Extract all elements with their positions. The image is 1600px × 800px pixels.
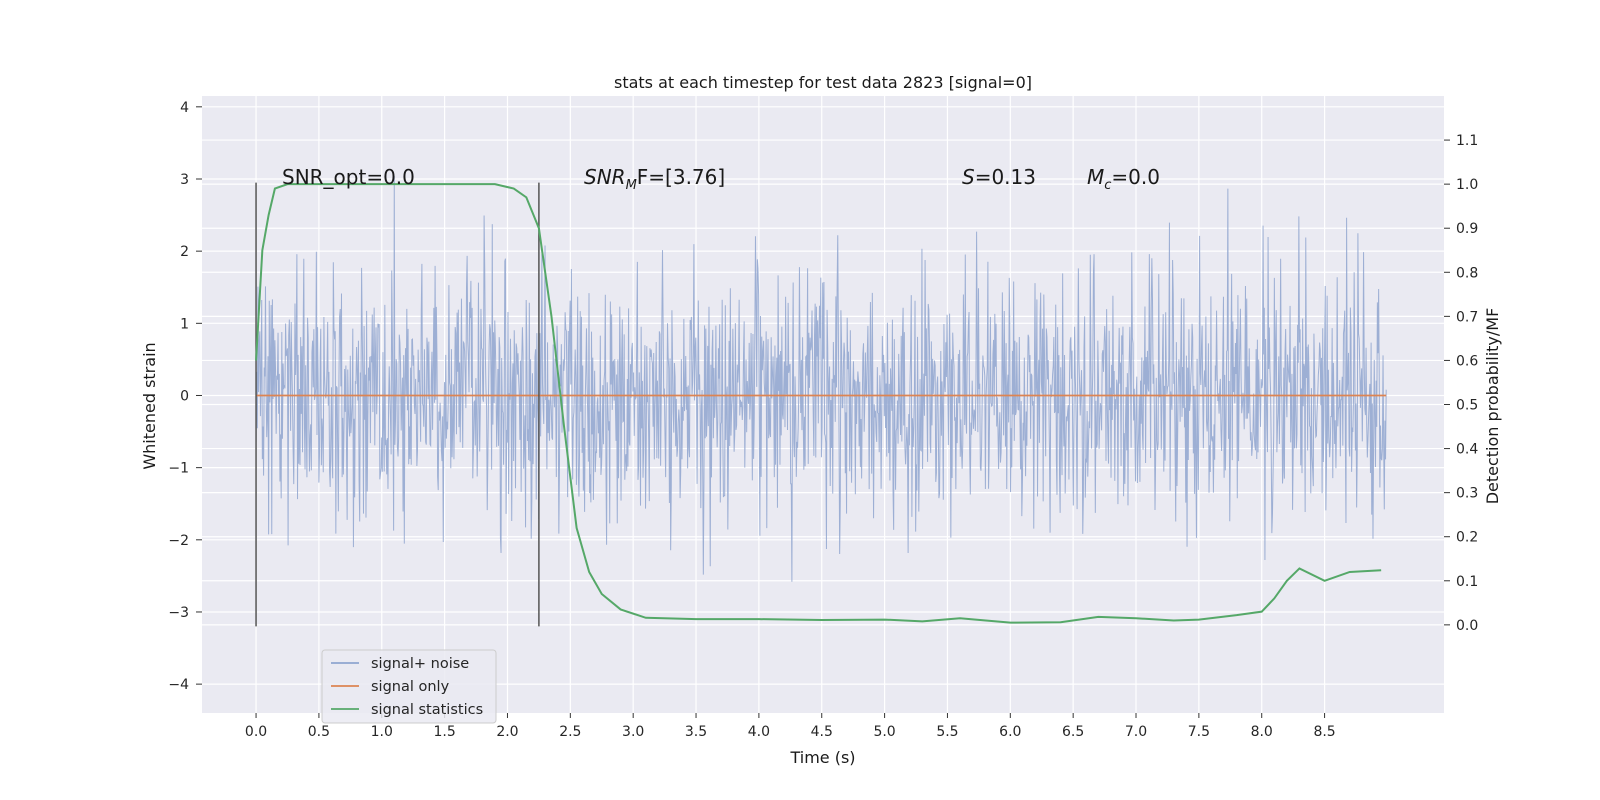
y-left-tick-label: 1 xyxy=(180,316,189,332)
x-tick-label: 3.5 xyxy=(685,724,707,740)
x-tick-label: 7.5 xyxy=(1188,724,1210,740)
x-tick-label: 0.0 xyxy=(245,724,267,740)
x-tick-label: 2.5 xyxy=(559,724,581,740)
s-var: S xyxy=(962,165,975,189)
x-tick-label: 6.5 xyxy=(1062,724,1084,740)
y-right-axis-label: Detection probability/MF xyxy=(1483,308,1502,505)
x-tick-label: 4.5 xyxy=(811,724,833,740)
mc-val: =0.0 xyxy=(1111,165,1160,189)
x-tick-label: 5.0 xyxy=(873,724,895,740)
legend-label-noise: signal+ noise xyxy=(371,656,469,672)
x-ticks: 0.0 0.5 1.0 1.5 2.0 2.5 3.0 3.5 4.0 4.5 5.0 5.5 6.0 6… xyxy=(245,713,1336,740)
signal-statistics-line xyxy=(255,183,1382,624)
annotation-snr-opt: SNR_opt=0.0 xyxy=(282,165,415,189)
x-tick-label: 8.0 xyxy=(1251,724,1273,740)
y-right-tick-label: 0.9 xyxy=(1456,221,1478,237)
s-val: =0.13 xyxy=(975,165,1036,189)
y-right-tick-label: 0.2 xyxy=(1456,530,1478,546)
x-tick-label: 8.5 xyxy=(1313,724,1335,740)
x-tick-label: 1.5 xyxy=(433,724,455,740)
x-tick-label: 5.5 xyxy=(936,724,958,740)
x-tick-label: 4.0 xyxy=(748,724,770,740)
y-right-tick-label: 0.4 xyxy=(1456,442,1478,458)
annotation-s: S=0.13 xyxy=(962,165,1036,189)
legend: signal+ noise signal only signal statist… xyxy=(321,649,497,724)
legend-label-statistics: signal statistics xyxy=(371,702,483,718)
noise-trace xyxy=(255,176,1387,582)
mc-sub: c xyxy=(1104,178,1111,193)
y-left-tick-label: −1 xyxy=(168,461,189,477)
vertical-markers xyxy=(255,182,540,627)
x-tick-label: 6.0 xyxy=(999,724,1021,740)
x-axis-label: Time (s) xyxy=(789,748,855,767)
x-tick-label: 3.0 xyxy=(622,724,644,740)
legend-label-signal: signal only xyxy=(371,679,450,695)
y-right-tick-label: 1.0 xyxy=(1456,177,1478,193)
y-left-tick-label: 4 xyxy=(180,100,189,116)
y-right-tick-label: 0.7 xyxy=(1456,309,1478,325)
y-left-tick-label: 3 xyxy=(180,172,189,188)
y-left-ticks: 4 3 2 1 0 −1 −2 −3 −4 xyxy=(168,100,202,693)
y-right-tick-label: 0.1 xyxy=(1456,574,1478,590)
y-left-tick-label: −4 xyxy=(168,677,189,693)
y-right-tick-label: 0.0 xyxy=(1456,618,1478,634)
y-right-tick-label: 0.3 xyxy=(1456,486,1478,502)
y-right-tick-label: 0.5 xyxy=(1456,398,1478,414)
y-right-tick-label: 0.8 xyxy=(1456,265,1478,281)
y-right-tick-label: 0.6 xyxy=(1456,353,1478,369)
annotation-mc: Mc=0.0 xyxy=(1087,165,1160,193)
x-tick-label: 2.0 xyxy=(496,724,518,740)
mc-var: M xyxy=(1087,165,1104,189)
snr-mf-prefix: SNR xyxy=(584,165,626,189)
chart-title: stats at each timestep for test data 282… xyxy=(614,73,1032,92)
x-tick-label: 7.0 xyxy=(1125,724,1147,740)
x-tick-label: 1.0 xyxy=(371,724,393,740)
y-right-ticks: 1.1 1.0 0.9 0.8 0.7 0.6 0.5 0.4 0.3 0.2 0.1 0.0 xyxy=(1444,133,1478,634)
y-left-tick-label: −2 xyxy=(168,533,189,549)
legend-box xyxy=(321,649,497,724)
y-left-tick-label: 2 xyxy=(180,244,189,260)
y-right-tick-label: 1.1 xyxy=(1456,133,1478,149)
snr-mf-sub: M xyxy=(626,178,637,193)
y-left-axis-label: Whitened strain xyxy=(140,342,159,469)
x-tick-label: 0.5 xyxy=(308,724,330,740)
snr-mf-suffix: F=[3.76] xyxy=(637,165,725,189)
y-left-tick-label: 0 xyxy=(180,388,189,404)
y-left-tick-label: −3 xyxy=(168,605,189,621)
annotation-snr-mf: SNRMF=[3.76] xyxy=(584,165,725,193)
noise-series xyxy=(255,176,1387,582)
